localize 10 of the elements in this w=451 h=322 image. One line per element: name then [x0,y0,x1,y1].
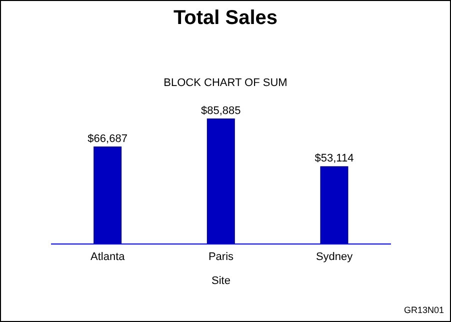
data-label: $66,687 [88,132,128,145]
chart-title: Total Sales [172,7,279,30]
x-tick-label: Paris [208,250,234,263]
data-label: $53,114 [314,152,354,165]
x-axis-title: Site [212,275,230,287]
data-label: $85,885 [201,105,241,117]
x-tick-label: Sydney [316,250,354,263]
chart-subtitle: BLOCK CHART OF SUM [162,77,288,89]
text: GR13N01 [404,305,444,315]
x-tick-label: Atlanta [90,250,126,263]
